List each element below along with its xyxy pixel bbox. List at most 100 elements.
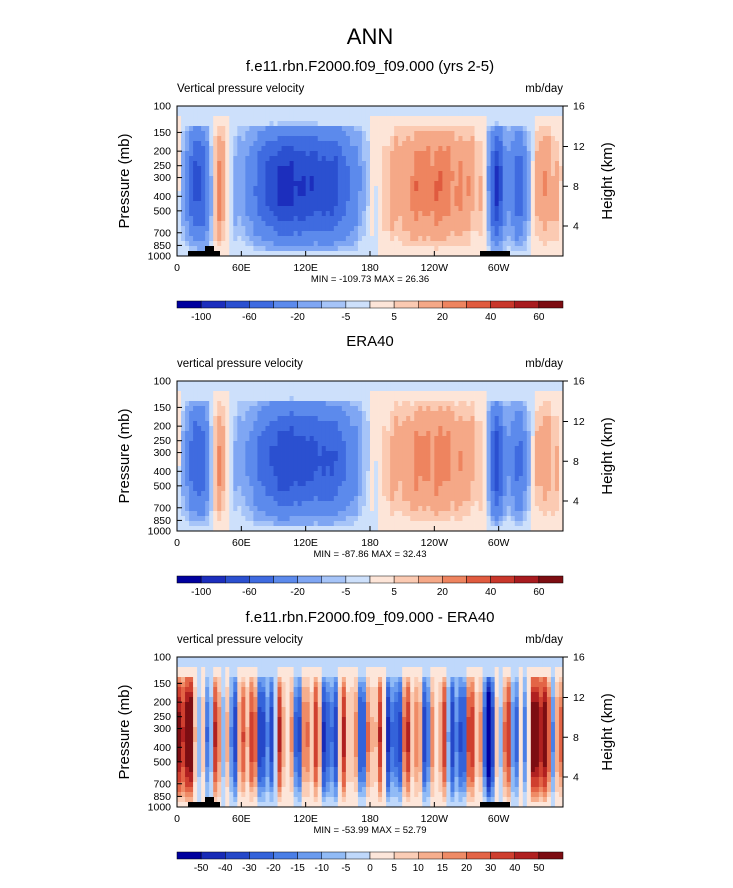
heatmap-cell	[374, 111, 379, 117]
heatmap-cell	[394, 126, 399, 132]
heatmap-cell	[229, 456, 234, 462]
heatmap-cell	[325, 241, 331, 247]
heatmap-cell	[185, 436, 190, 442]
heatmap-cell	[446, 481, 451, 487]
heatmap-cell	[281, 436, 286, 442]
heatmap-cell	[241, 221, 246, 227]
heatmap-cell	[402, 136, 407, 142]
heatmap-cell	[430, 171, 435, 177]
heatmap-cell	[450, 131, 455, 137]
heatmap-cell	[430, 456, 435, 462]
heatmap-cell	[494, 186, 500, 192]
heatmap-cell	[317, 381, 323, 387]
heatmap-cell	[213, 171, 218, 177]
heatmap-cell	[474, 141, 479, 147]
heatmap-cell	[406, 396, 411, 402]
heatmap-cell	[213, 391, 218, 397]
heatmap-cell	[317, 146, 323, 152]
heatmap-cell	[241, 141, 246, 147]
heatmap-cell	[402, 131, 407, 137]
heatmap-cell	[209, 386, 214, 392]
heatmap-cell	[277, 231, 282, 237]
heatmap-cell	[454, 461, 459, 467]
heatmap-cell	[313, 121, 319, 127]
heatmap-cell	[522, 161, 528, 167]
heatmap-cell	[253, 116, 258, 122]
heatmap-cell	[498, 151, 504, 157]
heatmap-cell	[526, 106, 532, 112]
heatmap-cell	[253, 426, 258, 432]
heatmap-cell	[558, 456, 564, 462]
heatmap-cell	[390, 181, 395, 187]
heatmap-cell	[506, 126, 512, 132]
heatmap-cell	[486, 176, 492, 182]
heatmap-cell	[317, 121, 323, 127]
heatmap-cell	[550, 166, 556, 172]
heatmap-cell	[546, 171, 552, 177]
heatmap-cell	[361, 136, 367, 142]
heatmap-cell	[237, 181, 242, 187]
heatmap-cell	[486, 396, 492, 402]
heatmap-cell	[317, 111, 323, 117]
heatmap-cell	[514, 176, 520, 182]
heatmap-cell	[370, 216, 375, 222]
heatmap-cell	[365, 136, 371, 142]
heatmap-cell	[237, 126, 242, 132]
heatmap-cell	[269, 431, 274, 437]
heatmap-cell	[394, 381, 399, 387]
heatmap-cell	[281, 446, 286, 452]
heatmap-cell	[558, 156, 564, 162]
heatmap-cell	[522, 436, 528, 442]
heatmap-cell	[410, 106, 415, 112]
heatmap-cell	[357, 121, 363, 127]
heatmap-cell	[378, 136, 383, 142]
heatmap-cell	[466, 211, 471, 217]
heatmap-cell	[293, 471, 299, 477]
heatmap-cell	[201, 486, 206, 492]
heatmap-cell	[526, 121, 532, 127]
heatmap-cell	[470, 206, 475, 212]
heatmap-cell	[418, 236, 423, 242]
heatmap-cell	[337, 436, 343, 442]
heatmap-cell	[422, 156, 427, 162]
heatmap-cell	[390, 251, 395, 257]
heatmap-cell	[285, 136, 290, 142]
heatmap-cell	[233, 186, 238, 192]
heatmap-cell	[482, 216, 487, 222]
heatmap-cell	[281, 111, 286, 117]
heatmap-cell	[249, 241, 254, 247]
heatmap-cell	[193, 126, 198, 132]
heatmap-cell	[261, 471, 266, 477]
heatmap-cell	[357, 426, 363, 432]
heatmap-cell	[446, 426, 451, 432]
heatmap-cell	[241, 186, 246, 192]
heatmap-cell	[225, 106, 230, 112]
heatmap-cell	[558, 151, 564, 157]
heatmap-cell	[285, 211, 290, 217]
heatmap-cell	[197, 106, 202, 112]
heatmap-cell	[265, 151, 270, 157]
heatmap-cell	[538, 386, 544, 392]
heatmap-cell	[337, 181, 343, 187]
heatmap-cell	[337, 106, 343, 112]
heatmap-cell	[490, 226, 496, 232]
heatmap-cell	[345, 196, 351, 202]
heatmap-cell	[341, 181, 347, 187]
heatmap-cell	[482, 401, 487, 407]
heatmap-cell	[410, 241, 415, 247]
heatmap-cell	[498, 131, 504, 137]
heatmap-cell	[422, 411, 427, 417]
heatmap-cell	[253, 216, 258, 222]
heatmap-cell	[333, 196, 339, 202]
heatmap-cell	[438, 176, 443, 182]
heatmap-cell	[365, 411, 371, 417]
heatmap-cell	[438, 126, 443, 132]
heatmap-cell	[390, 436, 395, 442]
heatmap-cell	[345, 246, 351, 252]
heatmap-cell	[526, 446, 532, 452]
heatmap-cell	[309, 241, 315, 247]
heatmap-cell	[353, 426, 359, 432]
topography	[188, 246, 510, 256]
heatmap-cell	[309, 206, 315, 212]
